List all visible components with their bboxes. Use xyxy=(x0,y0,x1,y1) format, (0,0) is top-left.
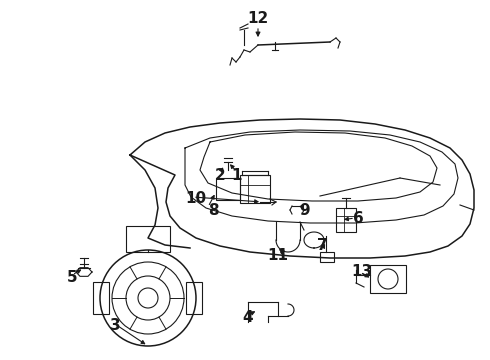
Text: 10: 10 xyxy=(185,190,207,206)
Text: 7: 7 xyxy=(317,238,327,252)
Text: 8: 8 xyxy=(208,202,219,217)
Text: 2: 2 xyxy=(215,167,225,183)
Text: 5: 5 xyxy=(67,270,77,285)
Text: 13: 13 xyxy=(351,265,372,279)
Text: 11: 11 xyxy=(268,248,289,262)
Text: 4: 4 xyxy=(243,310,253,325)
Text: 9: 9 xyxy=(300,202,310,217)
Text: 1: 1 xyxy=(232,167,242,183)
Text: 6: 6 xyxy=(353,211,364,225)
Text: 12: 12 xyxy=(247,10,269,26)
Text: 3: 3 xyxy=(110,318,121,333)
